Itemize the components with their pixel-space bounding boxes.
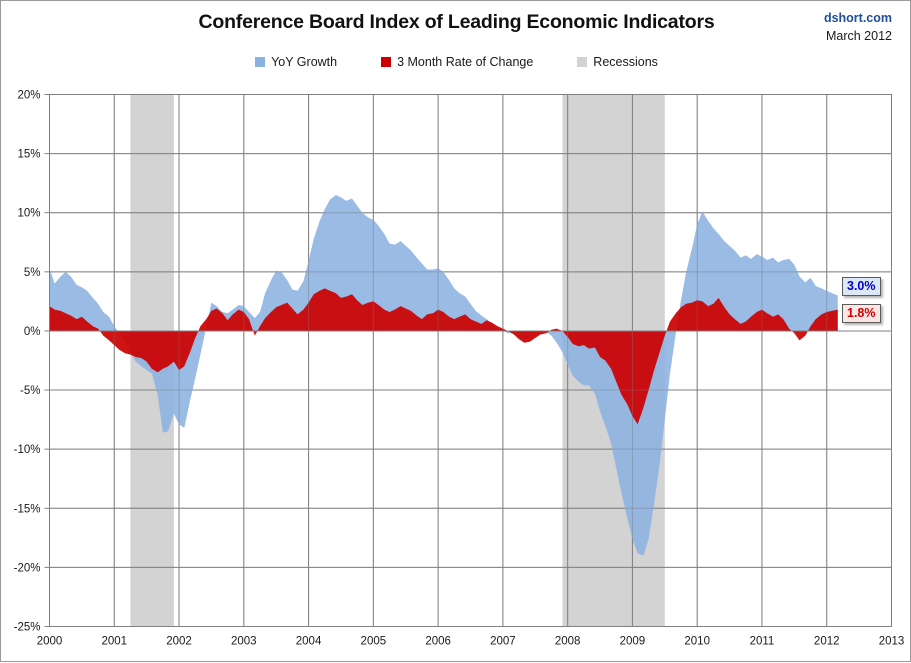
square-swatch: [381, 57, 392, 67]
x-axis-label-4: 2004: [296, 636, 322, 648]
legend-item-label: 3 Month Rate of Change: [397, 55, 534, 69]
yoy-growth-value-callout: 3.0%: [842, 277, 881, 297]
brand-block: dshort.com March 2012: [824, 9, 892, 45]
x-axis-label-1: 2001: [101, 636, 127, 648]
series-area-yoy-growth: [49, 194, 838, 556]
y-axis-label-1: 15%: [17, 149, 40, 161]
y-axis-label-5: -5%: [20, 385, 40, 397]
legend-item-label: Recessions: [593, 55, 658, 69]
y-axis-label-6: -10%: [14, 444, 41, 456]
legend-item-0[interactable]: YoY Growth: [255, 55, 337, 69]
brand-name: dshort.com: [823, 11, 892, 25]
series-area-three-month-rate: [49, 288, 838, 425]
x-axis-label-12: 2012: [814, 636, 840, 648]
plot-frame: [49, 94, 892, 627]
x-axis-label-7: 2007: [490, 636, 516, 648]
square-swatch: [577, 57, 588, 67]
x-axis-label-10: 2010: [684, 636, 710, 648]
y-axis-label-8: -20%: [14, 562, 41, 574]
brand-date: March 2012: [825, 29, 892, 44]
legend-item-2[interactable]: Recessions: [577, 55, 658, 69]
legend-item-label: YoY Growth: [271, 55, 338, 69]
legend-item-1[interactable]: 3 Month Rate of Change: [381, 55, 533, 69]
x-axis-label-13: 2013: [879, 636, 905, 648]
x-axis-label-0: 2000: [37, 636, 63, 648]
x-axis-label-9: 2009: [620, 636, 646, 648]
y-axis-label-0: 20%: [17, 90, 40, 102]
x-axis-label-6: 2006: [425, 636, 451, 648]
page-title: Conference Board Index of Leading Econom…: [198, 11, 715, 33]
y-axis-label-4: 0%: [24, 326, 41, 338]
y-axis-label-2: 10%: [17, 208, 40, 220]
x-axis-label-2: 2002: [166, 636, 192, 648]
y-axis-label-9: -25%: [14, 622, 41, 634]
x-axis-label-5: 2005: [361, 636, 387, 648]
chart-legend: YoY Growth 3 Month Rate of Change Recessio…: [1, 55, 911, 69]
y-axis-label-3: 5%: [24, 267, 41, 279]
x-axis-label-11: 2011: [750, 636, 775, 648]
y-axis-label-7: -15%: [14, 503, 41, 515]
three-month-rate-value-callout: 1.8%: [842, 304, 881, 324]
square-swatch: [255, 57, 266, 67]
x-axis-label-3: 2003: [231, 636, 257, 648]
x-axis-label-8: 2008: [555, 636, 581, 648]
